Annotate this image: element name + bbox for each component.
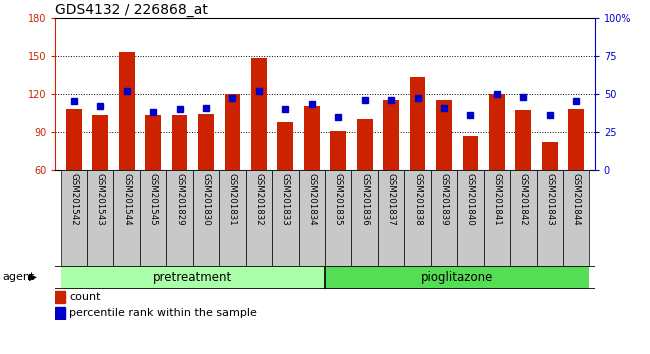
Text: GSM201831: GSM201831 <box>228 173 237 225</box>
Bar <box>119 52 135 170</box>
Bar <box>198 114 214 170</box>
Text: pretreatment: pretreatment <box>153 270 233 284</box>
Bar <box>251 58 266 170</box>
Text: ▶: ▶ <box>29 272 36 282</box>
Text: pioglitazone: pioglitazone <box>421 270 493 284</box>
Text: GSM201839: GSM201839 <box>439 173 448 225</box>
Bar <box>542 142 558 170</box>
Bar <box>489 94 505 170</box>
Bar <box>55 307 65 319</box>
Bar <box>463 136 478 170</box>
Bar <box>55 291 65 303</box>
Text: GSM201843: GSM201843 <box>545 173 554 225</box>
Text: GSM201835: GSM201835 <box>333 173 343 225</box>
Bar <box>278 122 293 170</box>
Bar <box>304 107 320 170</box>
Bar <box>224 94 240 170</box>
Text: percentile rank within the sample: percentile rank within the sample <box>70 308 257 318</box>
Bar <box>384 100 399 170</box>
Text: GSM201838: GSM201838 <box>413 173 422 225</box>
Bar <box>357 119 372 170</box>
Bar <box>325 170 352 266</box>
Bar <box>568 109 584 170</box>
Bar <box>166 170 193 266</box>
Text: count: count <box>70 292 101 302</box>
Text: GSM201840: GSM201840 <box>466 173 475 225</box>
Bar <box>219 170 246 266</box>
Bar <box>66 109 82 170</box>
Text: GSM201837: GSM201837 <box>387 173 396 225</box>
Bar <box>298 170 325 266</box>
Text: GSM201830: GSM201830 <box>202 173 211 225</box>
Text: GSM201834: GSM201834 <box>307 173 317 225</box>
Text: GSM201545: GSM201545 <box>149 173 157 225</box>
Bar <box>410 77 426 170</box>
Bar <box>272 170 298 266</box>
Bar <box>60 170 87 266</box>
Bar <box>563 170 590 266</box>
Bar <box>87 170 114 266</box>
Bar <box>114 170 140 266</box>
Text: GDS4132 / 226868_at: GDS4132 / 226868_at <box>55 3 208 17</box>
Bar <box>431 170 457 266</box>
Text: GSM201842: GSM201842 <box>519 173 528 225</box>
Text: GSM201841: GSM201841 <box>493 173 501 225</box>
Text: GSM201542: GSM201542 <box>70 173 78 225</box>
Bar <box>140 170 166 266</box>
Text: GSM201829: GSM201829 <box>175 173 184 225</box>
Bar <box>457 170 484 266</box>
Bar <box>510 170 536 266</box>
Bar <box>536 170 563 266</box>
Bar <box>325 266 590 289</box>
Bar <box>378 170 404 266</box>
Text: agent: agent <box>2 272 34 282</box>
Bar <box>246 170 272 266</box>
Text: GSM201844: GSM201844 <box>572 173 580 225</box>
Text: GSM201543: GSM201543 <box>96 173 105 225</box>
Bar <box>145 115 161 170</box>
Bar <box>352 170 378 266</box>
Text: GSM201544: GSM201544 <box>122 173 131 225</box>
Text: GSM201832: GSM201832 <box>254 173 263 225</box>
Bar <box>92 115 108 170</box>
Bar <box>484 170 510 266</box>
Text: GSM201833: GSM201833 <box>281 173 290 225</box>
Bar <box>404 170 431 266</box>
Text: GSM201836: GSM201836 <box>360 173 369 225</box>
Bar <box>515 110 531 170</box>
Bar <box>193 170 219 266</box>
Bar <box>330 131 346 170</box>
Bar <box>60 266 325 289</box>
Bar <box>172 115 187 170</box>
Bar <box>436 100 452 170</box>
